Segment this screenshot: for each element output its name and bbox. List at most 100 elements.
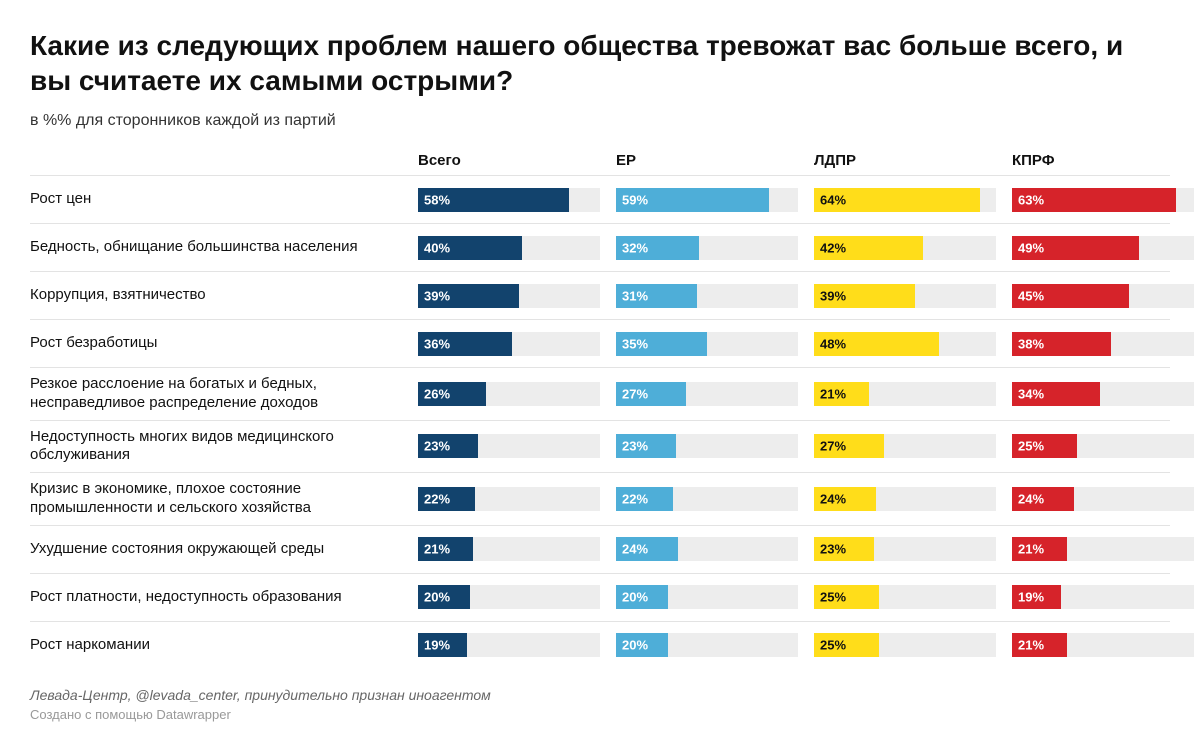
bar-track: 20% bbox=[616, 585, 798, 609]
bar-value: 27% bbox=[820, 439, 846, 454]
bar-track: 38% bbox=[1012, 332, 1194, 356]
table-row: Резкое расслоение на богатых и бедных, н… bbox=[30, 367, 1170, 420]
bar-value: 35% bbox=[622, 336, 648, 351]
bar-value: 63% bbox=[1018, 192, 1044, 207]
bar-track: 24% bbox=[814, 487, 996, 511]
bar-value: 21% bbox=[1018, 638, 1044, 653]
bar-track: 21% bbox=[1012, 633, 1194, 657]
bar-cell-total: 20% bbox=[418, 585, 608, 609]
row-label: Рост платности, недоступность образовани… bbox=[30, 588, 418, 607]
bar-value: 24% bbox=[1018, 491, 1044, 506]
bar-cell-er: 32% bbox=[616, 236, 806, 260]
header-row: ВсегоЕРЛДПРКПРФ bbox=[30, 152, 1170, 175]
bar-cell-ldpr: 25% bbox=[814, 633, 1004, 657]
table-row: Бедность, обнищание большинства населени… bbox=[30, 223, 1170, 271]
table-row: Рост безработицы36%35%48%38% bbox=[30, 319, 1170, 367]
bar-track: 22% bbox=[616, 487, 798, 511]
bar-track: 27% bbox=[814, 434, 996, 458]
bar-track: 22% bbox=[418, 487, 600, 511]
bar-cell-er: 20% bbox=[616, 633, 806, 657]
bar-track: 20% bbox=[616, 633, 798, 657]
bar-cell-er: 31% bbox=[616, 284, 806, 308]
bar-cell-kprf: 49% bbox=[1012, 236, 1200, 260]
bar-cell-total: 39% bbox=[418, 284, 608, 308]
bar-value: 32% bbox=[622, 240, 648, 255]
bar-cell-total: 21% bbox=[418, 537, 608, 561]
bar-value: 27% bbox=[622, 386, 648, 401]
row-label: Ухудшение состояния окружающей среды bbox=[30, 540, 418, 559]
bar-cell-ldpr: 24% bbox=[814, 487, 1004, 511]
bar-value: 45% bbox=[1018, 288, 1044, 303]
bar-value: 22% bbox=[622, 491, 648, 506]
bar-track: 35% bbox=[616, 332, 798, 356]
bar-track: 23% bbox=[616, 434, 798, 458]
bar-cell-ldpr: 64% bbox=[814, 188, 1004, 212]
bar-track: 23% bbox=[418, 434, 600, 458]
bar-value: 25% bbox=[820, 590, 846, 605]
row-label: Кризис в экономике, плохое состояние про… bbox=[30, 480, 418, 518]
bar-value: 21% bbox=[820, 386, 846, 401]
credit-text: Создано с помощью Datawrapper bbox=[30, 707, 1170, 722]
bar-track: 20% bbox=[418, 585, 600, 609]
bar-cell-ldpr: 21% bbox=[814, 382, 1004, 406]
chart-title: Какие из следующих проблем нашего общест… bbox=[30, 28, 1170, 98]
bar-track: 64% bbox=[814, 188, 996, 212]
bar-value: 39% bbox=[424, 288, 450, 303]
row-label: Рост наркомании bbox=[30, 636, 418, 655]
bar-cell-kprf: 45% bbox=[1012, 284, 1200, 308]
bar-cell-kprf: 38% bbox=[1012, 332, 1200, 356]
bar-value: 31% bbox=[622, 288, 648, 303]
bar-track: 24% bbox=[616, 537, 798, 561]
bar-value: 49% bbox=[1018, 240, 1044, 255]
bar-cell-total: 22% bbox=[418, 487, 608, 511]
bar-track: 49% bbox=[1012, 236, 1194, 260]
bar-value: 21% bbox=[424, 542, 450, 557]
table-row: Рост наркомании19% 20% 25% 21% bbox=[30, 621, 1170, 669]
source-text: Левада-Центр, @levada_center, принудител… bbox=[30, 687, 1170, 703]
bar-value: 64% bbox=[820, 192, 846, 207]
bar-track: 25% bbox=[814, 633, 996, 657]
bar-value: 20% bbox=[622, 590, 648, 605]
chart-subtitle: в %% для сторонников каждой из партий bbox=[30, 112, 1170, 130]
bar-track: 63% bbox=[1012, 188, 1194, 212]
bar-cell-kprf: 25% bbox=[1012, 434, 1200, 458]
bar-cell-ldpr: 42% bbox=[814, 236, 1004, 260]
row-label: Рост безработицы bbox=[30, 334, 418, 353]
bar-cell-total: 26% bbox=[418, 382, 608, 406]
bar-cell-kprf: 34% bbox=[1012, 382, 1200, 406]
bar-cell-er: 27% bbox=[616, 382, 806, 406]
bar-value: 40% bbox=[424, 240, 450, 255]
row-label: Недоступность многих видов медицинского … bbox=[30, 428, 418, 466]
table-row: Рост платности, недоступность образовани… bbox=[30, 573, 1170, 621]
bar-value: 20% bbox=[622, 638, 648, 653]
bar-value: 19% bbox=[1018, 590, 1044, 605]
bar-value: 24% bbox=[820, 491, 846, 506]
bar-track: 31% bbox=[616, 284, 798, 308]
bar-track: 32% bbox=[616, 236, 798, 260]
bar-value: 25% bbox=[820, 638, 846, 653]
bar-value: 23% bbox=[820, 542, 846, 557]
bar-chart: ВсегоЕРЛДПРКПРФ Рост цен58%59%64%63%Бедн… bbox=[30, 152, 1170, 669]
bar-value: 39% bbox=[820, 288, 846, 303]
bar-cell-total: 58% bbox=[418, 188, 608, 212]
bar-value: 48% bbox=[820, 336, 846, 351]
bar-track: 59% bbox=[616, 188, 798, 212]
bar-value: 20% bbox=[424, 590, 450, 605]
table-row: Кризис в экономике, плохое состояние про… bbox=[30, 472, 1170, 525]
bar-cell-er: 59% bbox=[616, 188, 806, 212]
bar-cell-kprf: 21% bbox=[1012, 633, 1200, 657]
bar-value: 21% bbox=[1018, 542, 1044, 557]
bar-track: 39% bbox=[418, 284, 600, 308]
table-row: Ухудшение состояния окружающей среды 21% 2… bbox=[30, 525, 1170, 573]
bar-track: 21% bbox=[814, 382, 996, 406]
bar-value: 59% bbox=[622, 192, 648, 207]
bar-track: 58% bbox=[418, 188, 600, 212]
bar-cell-kprf: 19% bbox=[1012, 585, 1200, 609]
bar-track: 34% bbox=[1012, 382, 1194, 406]
bar-value: 58% bbox=[424, 192, 450, 207]
column-header-er: ЕР bbox=[616, 152, 806, 169]
bar-value: 34% bbox=[1018, 386, 1044, 401]
bar-value: 23% bbox=[424, 439, 450, 454]
bar-track: 19% bbox=[418, 633, 600, 657]
bar-track: 21% bbox=[418, 537, 600, 561]
